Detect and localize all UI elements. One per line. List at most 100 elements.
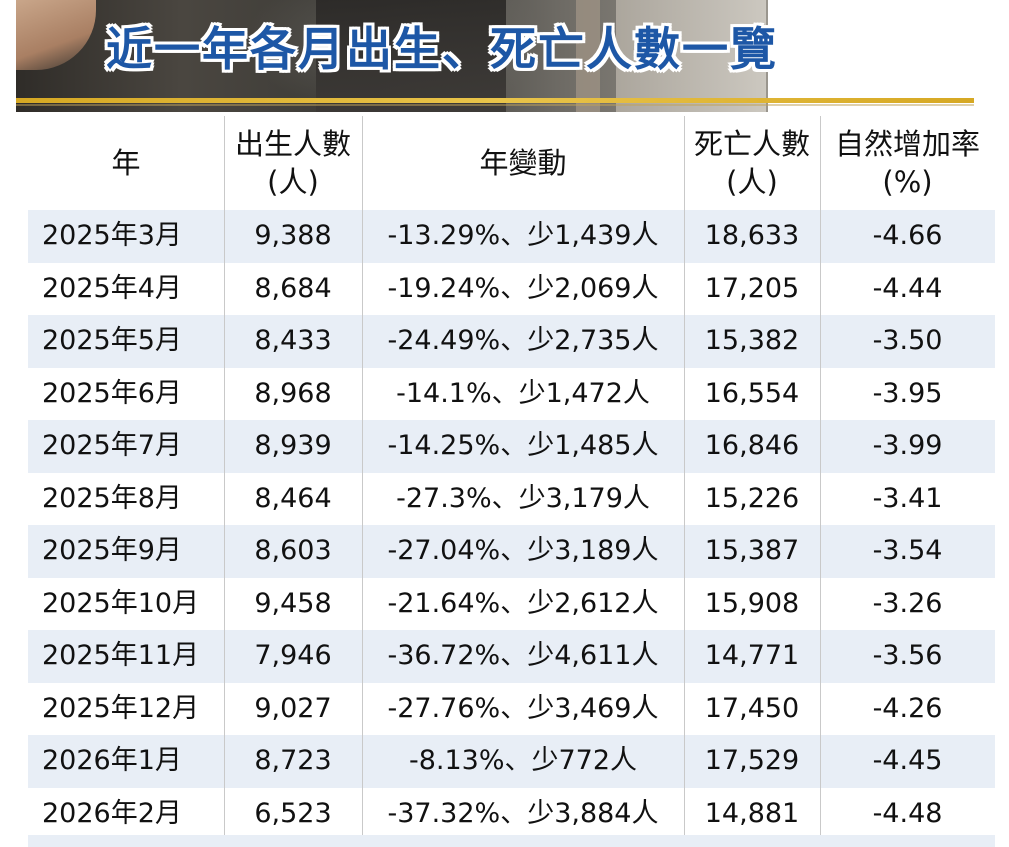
cell-deaths: 15,226 [704,482,800,514]
cell-year: 2025年5月 [42,325,182,356]
header-deaths: 死亡人數 (人) [684,116,820,210]
header-deaths-unit: (人) [726,165,778,199]
header-births-label: 出生人數 [234,127,351,161]
cell-births: 8,723 [254,745,332,776]
cell-change: -8.13%、少772人 [408,745,638,776]
cell-year: 2025年11月 [42,640,200,671]
column-divider [684,116,685,847]
header-rate: 自然增加率 (%) [820,116,995,210]
cell-rate: -3.95 [872,377,943,409]
cell-rate: -4.66 [872,220,943,251]
cell-births: 8,968 [254,377,332,409]
cell-change: -27.04%、少3,189人 [387,535,659,566]
cell-change: -24.49%、少2,735人 [387,325,659,356]
cell-rate: -4.26 [872,692,943,724]
table-row: 2026年2月 6,523 -37.32%、少3,884人 14,881 -4.48 [28,788,995,841]
shirt-shape [316,0,506,112]
cell-births: 9,388 [254,220,332,251]
cell-births: 8,684 [254,272,332,304]
table-bottom-strip [28,835,995,847]
header-rate-label: 自然增加率 [834,127,980,161]
table-row: 2025年5月 8,433 -24.49%、少2,735人 15,382 -3.50 [28,315,995,368]
header-year: 年 [28,116,224,210]
cell-deaths: 17,450 [704,692,800,724]
cell-year: 2025年12月 [42,692,200,724]
cell-change: -36.72%、少4,611人 [387,640,659,671]
cell-deaths: 17,529 [704,745,800,776]
cell-births: 9,458 [254,587,332,619]
table-row: 2025年4月 8,684 -19.24%、少2,069人 17,205 -4.44 [28,263,995,316]
table-header: 年 出生人數 (人) 年變動 死亡人數 (人) 自然增加率 (%) [28,116,995,210]
table-row: 2025年3月 9,388 -13.29%、少1,439人 18,633 -4.66 [28,210,995,263]
cell-year: 2025年10月 [42,587,200,619]
cell-year: 2026年2月 [42,797,182,829]
header-year-label: 年 [111,146,141,180]
cell-rate: -3.56 [872,640,943,671]
table-row: 2025年9月 8,603 -27.04%、少3,189人 15,387 -3.54 [28,525,995,578]
cell-deaths: 15,387 [704,535,800,566]
cell-births: 8,603 [254,535,332,566]
table-row: 2025年8月 8,464 -27.3%、少3,179人 15,226 -3.41 [28,473,995,526]
cell-deaths: 16,846 [704,430,800,461]
cell-rate: -3.50 [872,325,943,356]
cell-change: -13.29%、少1,439人 [387,220,659,251]
column-divider [224,116,225,847]
column-divider [362,116,363,847]
cell-year: 2026年1月 [42,745,182,776]
cell-change: -19.24%、少2,069人 [387,272,659,304]
cell-births: 9,027 [254,692,332,724]
cell-rate: -3.54 [872,535,943,566]
cell-rate: -4.44 [872,272,943,304]
hand-shape [16,0,96,70]
cell-change: -21.64%、少2,612人 [387,587,659,619]
cell-rate: -3.99 [872,430,943,461]
header-deaths-label: 死亡人數 [693,127,810,161]
cell-deaths: 15,382 [704,325,800,356]
data-table: 2026年2月 6,523 -37.32%、少3,884人 14,881 -4.48 20… [28,116,995,847]
cell-deaths: 15,908 [704,587,800,619]
column-divider [820,116,821,847]
header-births-unit: (人) [267,165,319,199]
table-row: 2025年12月 9,027 -27.76%、少3,469人 17,450 -4.26 [28,683,995,736]
header-change-label: 年變動 [479,146,567,180]
cell-deaths: 16,554 [704,377,800,409]
header-rate-unit: (%) [882,165,933,199]
cell-year: 2025年9月 [42,535,182,566]
table-row: 2025年6月 8,968 -14.1%、少1,472人 16,554 -3.95 [28,368,995,421]
header-banner: 近一年各月出生、死亡人數一覽 [0,0,1009,112]
cell-deaths: 17,205 [704,272,800,304]
accent-line [16,98,974,103]
cell-births: 8,433 [254,325,332,356]
banner-white-area [768,0,1009,112]
cell-change: -14.25%、少1,485人 [387,430,659,461]
photo-light-area [616,0,766,112]
cell-change: -37.32%、少3,884人 [387,797,659,829]
cell-year: 2025年8月 [42,482,182,514]
cell-year: 2025年3月 [42,220,182,251]
chart-title: 近一年各月出生、死亡人數一覽 [106,22,778,76]
cell-deaths: 14,881 [704,797,800,829]
table-row: 2025年11月 7,946 -36.72%、少4,611人 14,771 -3.56 [28,630,995,683]
cell-rate: -4.45 [872,745,943,776]
cell-year: 2025年6月 [42,377,182,409]
header-births: 出生人數 (人) [224,116,362,210]
cell-year: 2025年4月 [42,272,182,304]
cell-births: 6,523 [254,797,332,829]
cell-births: 8,464 [254,482,332,514]
cell-deaths: 14,771 [704,640,800,671]
photo-stripe [576,0,600,112]
cell-year: 2025年7月 [42,430,182,461]
cell-rate: -4.48 [872,797,943,829]
cell-change: -27.3%、少3,179人 [396,482,650,514]
cell-rate: -3.41 [872,482,943,514]
cell-rate: -3.26 [872,587,943,619]
cell-deaths: 18,633 [704,220,800,251]
cell-births: 8,939 [254,430,332,461]
cell-change: -27.76%、少3,469人 [387,692,659,724]
cell-change: -14.1%、少1,472人 [396,377,650,409]
table-row: 2025年10月 9,458 -21.64%、少2,612人 15,908 -3.26 [28,578,995,631]
header-change: 年變動 [362,116,684,210]
header-photo [16,0,768,112]
accent-line-shadow [16,104,974,106]
